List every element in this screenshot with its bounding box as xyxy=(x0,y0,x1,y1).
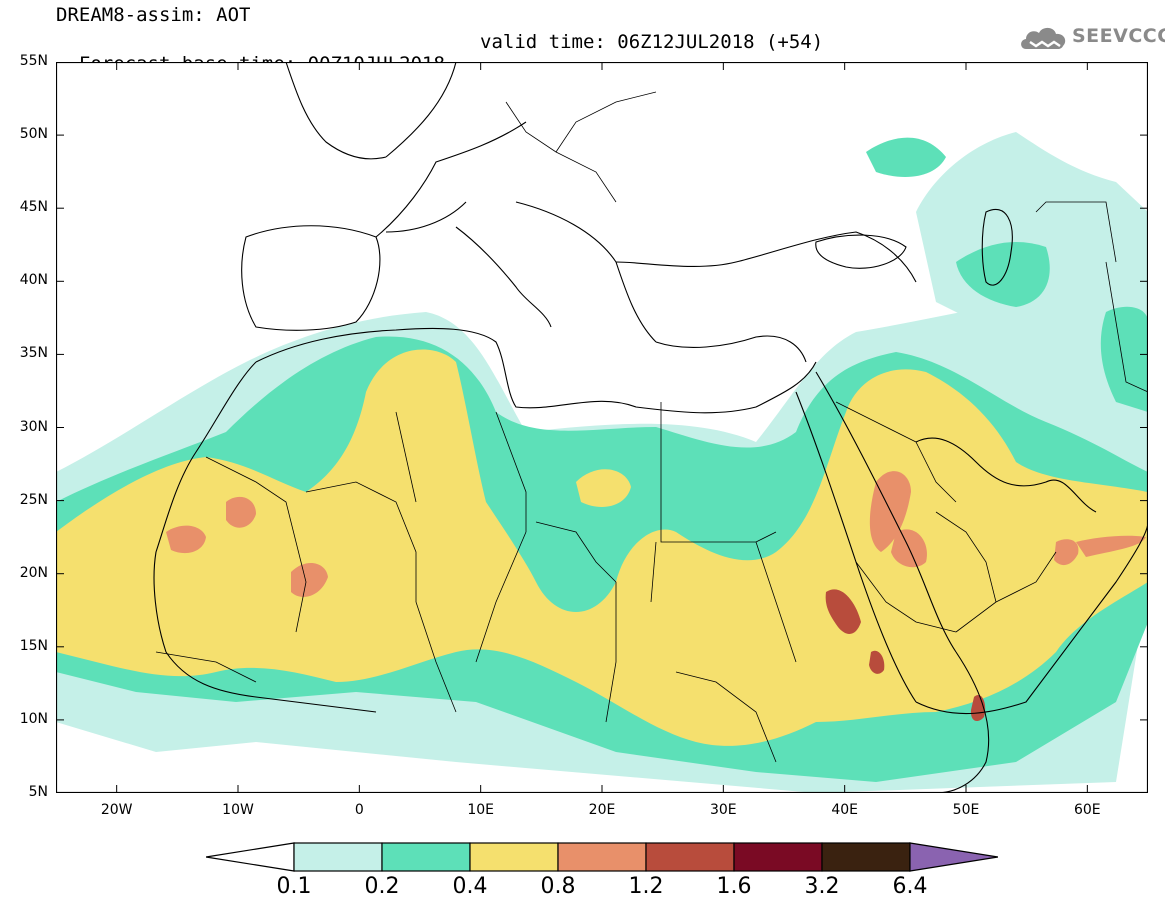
aot-map xyxy=(56,62,1148,793)
lat-tick-label: 15N xyxy=(19,637,48,654)
colorbar-label: 0.8 xyxy=(540,874,576,899)
lat-tick-label: 30N xyxy=(19,418,48,435)
colorbar-label: 1.2 xyxy=(628,874,664,899)
lat-tick-label: 45N xyxy=(19,199,48,216)
country-borders xyxy=(155,91,1148,763)
colorbar-label: 1.6 xyxy=(716,874,752,899)
valid-time-text: valid time: 06Z12JUL2018 (+54) xyxy=(480,31,824,53)
lat-tick-label: 25N xyxy=(19,491,48,508)
lat-tick-label: 50N xyxy=(19,126,48,143)
lon-tick-label: 20E xyxy=(588,802,616,818)
colorbar-segment xyxy=(469,842,559,872)
colorbar-label: 0.4 xyxy=(452,874,488,899)
lon-tick-label: 60E xyxy=(1073,802,1101,818)
lon-tick-label: 10W xyxy=(222,802,254,818)
lat-tick-label: 35N xyxy=(19,345,48,362)
aot-band-0.8 xyxy=(166,471,1146,597)
coastlines xyxy=(153,62,1148,793)
colorbar-under-arrow xyxy=(206,842,295,872)
colorbar-label: 0.2 xyxy=(364,874,400,899)
lat-tick-label: 55N xyxy=(19,53,48,69)
lat-tick-label: 5N xyxy=(28,784,48,800)
colorbar-label: 3.2 xyxy=(804,874,840,899)
aot-band-0.4 xyxy=(56,349,1148,746)
lat-tick-label: 40N xyxy=(19,272,48,289)
lon-tick-label: 20W xyxy=(100,802,133,818)
cloud-icon xyxy=(1021,27,1066,49)
colorbar-label: 6.4 xyxy=(892,874,928,899)
colorbar-segment xyxy=(821,842,911,872)
lat-tick-label: 20N xyxy=(19,564,48,581)
lon-tick-label: 40E xyxy=(831,802,858,818)
aot-contours xyxy=(56,62,1148,793)
lon-tick-label: 0 xyxy=(354,802,364,818)
colorbar-segment xyxy=(645,842,735,872)
axis-ticks xyxy=(56,62,1148,793)
seevccc-logo: SEEVCCC xyxy=(1018,22,1165,52)
colorbar-segment xyxy=(733,842,823,872)
lat-tick-label: 10N xyxy=(19,710,48,727)
colorbar-over-arrow xyxy=(909,842,998,872)
map-title: DREAM8-assim: AOT xyxy=(56,4,251,26)
colorbar-segment xyxy=(557,842,647,872)
colorbar-segment xyxy=(293,842,383,872)
lon-tick-label: 30E xyxy=(709,802,737,818)
colorbar xyxy=(206,842,998,872)
logo-text: SEEVCCC xyxy=(1072,25,1165,47)
lon-tick-label: 10E xyxy=(467,802,494,818)
lon-tick-label: 50E xyxy=(952,802,980,818)
colorbar-segment xyxy=(381,842,471,872)
colorbar-label: 0.1 xyxy=(276,874,312,899)
